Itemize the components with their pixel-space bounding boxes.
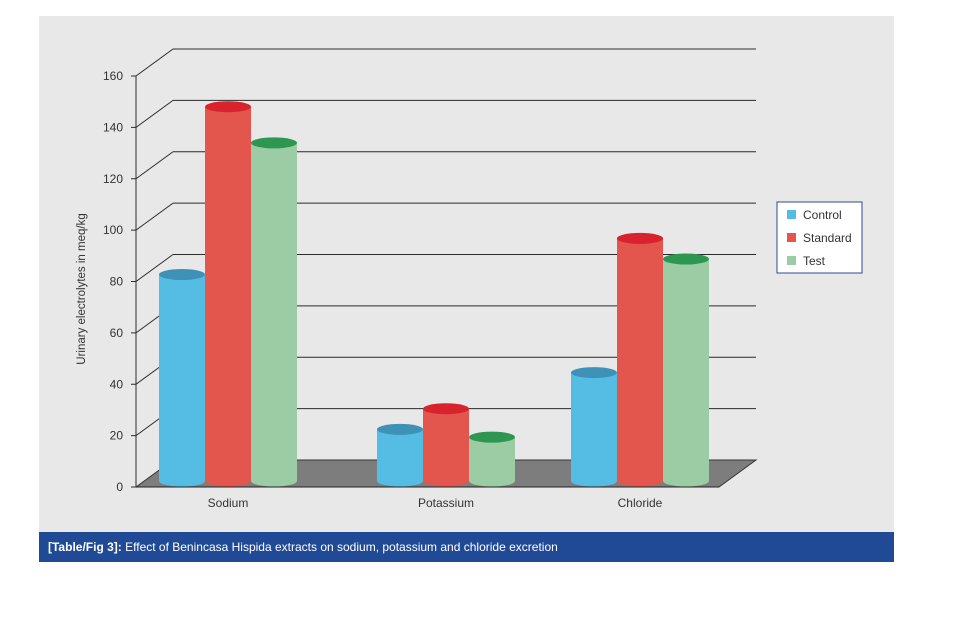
bar-body xyxy=(159,274,205,481)
bar-top xyxy=(159,269,205,280)
bar-top xyxy=(205,101,251,113)
bar-base xyxy=(617,475,663,487)
gridline-depth xyxy=(135,202,174,231)
bar-top xyxy=(251,137,297,149)
bar-body xyxy=(423,408,469,481)
y-tick-label: 100 xyxy=(103,223,123,237)
x-category-label: Chloride xyxy=(618,496,663,510)
bar-potassium-test xyxy=(469,431,515,487)
figure-caption: [Table/Fig 3]: Effect of Benincasa Hispi… xyxy=(39,532,894,562)
legend-label: Control xyxy=(803,208,842,222)
bar-base xyxy=(251,475,297,487)
bar-sodium-test xyxy=(251,137,297,487)
legend-swatch xyxy=(787,210,796,219)
bar-body xyxy=(205,106,251,481)
bar-potassium-standard xyxy=(423,403,469,487)
gridline-depth xyxy=(135,48,174,77)
gridline-depth xyxy=(135,254,174,282)
bar-base xyxy=(159,475,205,487)
y-tick-label: 140 xyxy=(103,120,123,134)
bar-body xyxy=(571,372,617,481)
gridline-depth xyxy=(135,99,174,128)
caption-text: Effect of Benincasa Hispida extracts on … xyxy=(121,540,558,554)
y-tick-label: 160 xyxy=(103,69,123,83)
y-axis-label: Urinary electrolytes in meq/kg xyxy=(76,213,88,364)
axis-labels: 0 20 40 60 80 100 120 140 160 Sodium Potassium Chlo… xyxy=(76,69,663,510)
bar-body xyxy=(663,259,709,481)
legend-label: Test xyxy=(803,254,826,268)
bar-top xyxy=(571,367,617,379)
bar-body xyxy=(251,142,297,481)
bar-chloride-standard xyxy=(617,232,663,487)
x-category-label: Sodium xyxy=(208,496,249,510)
bar-body xyxy=(377,429,423,481)
bar-body xyxy=(617,238,663,481)
bar-base xyxy=(205,475,251,487)
bar-top xyxy=(469,431,515,443)
bar-top xyxy=(617,232,663,244)
caption-label: [Table/Fig 3]: xyxy=(48,540,122,554)
bar-potassium-control xyxy=(377,423,423,487)
bar-base xyxy=(377,475,423,487)
bar-base xyxy=(423,475,469,487)
bar-chloride-test xyxy=(663,253,709,487)
bar-base xyxy=(663,475,709,487)
gridline-depth xyxy=(135,151,174,180)
legend: Control Standard Test xyxy=(776,201,863,274)
bar-top xyxy=(423,403,469,415)
bar-base xyxy=(571,475,617,487)
y-tick-label: 0 xyxy=(116,480,123,494)
bar-body xyxy=(469,437,515,481)
bar-base xyxy=(469,475,515,487)
y-tick-label: 20 xyxy=(110,429,124,443)
bars xyxy=(159,101,709,487)
y-tick-label: 60 xyxy=(110,326,124,340)
y-tick-label: 120 xyxy=(103,172,123,186)
legend-swatch xyxy=(787,233,796,242)
bar-sodium-control xyxy=(159,269,205,487)
bar-top xyxy=(663,253,709,265)
legend-swatch xyxy=(787,256,796,265)
bar-chloride-control xyxy=(571,367,617,487)
bar-top xyxy=(377,423,423,435)
y-tick-label: 80 xyxy=(110,275,124,289)
bar-sodium-standard xyxy=(205,101,251,487)
y-tick-label: 40 xyxy=(110,377,124,391)
x-category-label: Potassium xyxy=(418,496,474,510)
legend-label: Standard xyxy=(803,231,852,245)
